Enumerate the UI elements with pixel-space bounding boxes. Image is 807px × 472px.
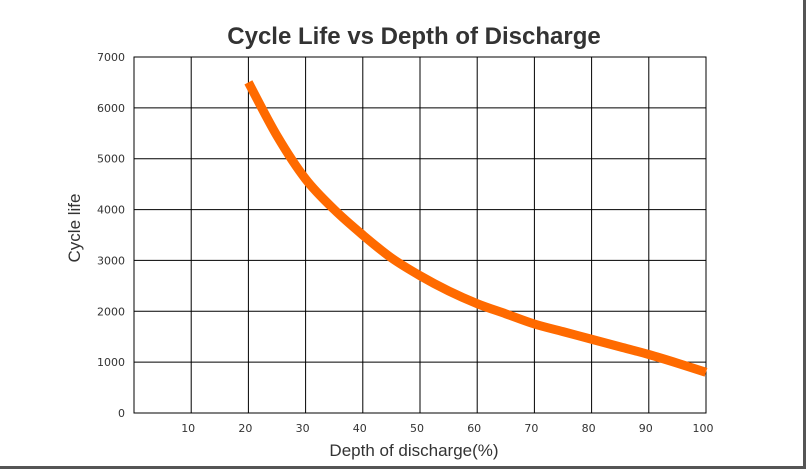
x-tick-label: 40 xyxy=(353,422,367,435)
x-tick-label: 30 xyxy=(296,422,310,435)
x-tick-label: 70 xyxy=(524,422,538,435)
grid xyxy=(133,56,707,414)
x-tick-label: 60 xyxy=(467,422,481,435)
x-tick-label: 10 xyxy=(181,422,195,435)
y-tick-label: 5000 xyxy=(97,153,125,166)
plot-border xyxy=(133,56,707,414)
y-tick-label: 4000 xyxy=(97,204,125,217)
x-tick-label: 50 xyxy=(410,422,424,435)
x-tick-label: 80 xyxy=(582,422,596,435)
y-axis-label: Cycle life xyxy=(65,194,84,263)
x-tick-label: 90 xyxy=(639,422,653,435)
y-tick-label: 2000 xyxy=(97,305,125,318)
y-tick-label: 6000 xyxy=(97,102,125,115)
x-tick-label: 20 xyxy=(238,422,252,435)
y-tick-labels: 0 1000 2000 3000 4000 5000 6000 7000 xyxy=(97,51,125,420)
x-tick-label: 100 xyxy=(693,422,714,435)
series-group xyxy=(244,80,708,377)
chart-title: Cycle Life vs Depth of Discharge xyxy=(227,23,600,50)
y-tick-label: 7000 xyxy=(97,51,125,64)
y-tick-label: 3000 xyxy=(97,254,125,267)
y-tick-label: 0 xyxy=(118,407,125,420)
x-axis-label: Depth of discharge(%) xyxy=(329,441,498,460)
x-tick-labels: 10 20 30 40 50 60 70 80 90 100 xyxy=(181,422,713,435)
series-line xyxy=(244,80,708,377)
y-tick-label: 1000 xyxy=(97,356,125,369)
